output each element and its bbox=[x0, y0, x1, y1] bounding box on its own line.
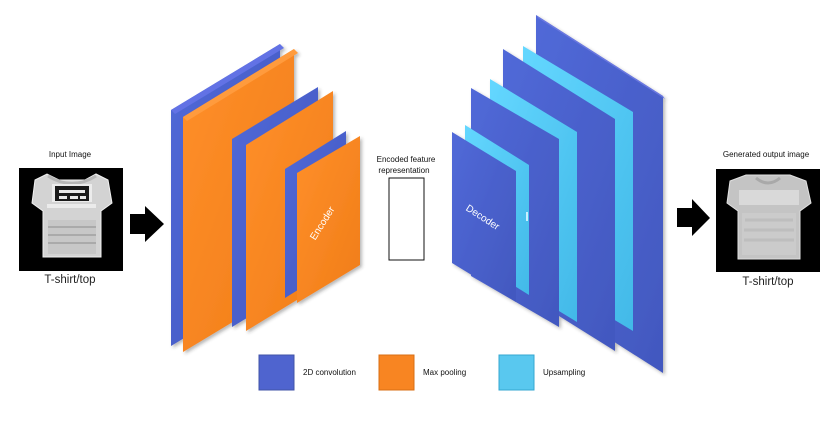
encoder-block bbox=[171, 44, 360, 352]
output-image-title: Generated output image bbox=[723, 150, 810, 159]
encoder-max-pooling-layer-3 bbox=[297, 136, 360, 303]
legend-swatch-convolution bbox=[258, 354, 295, 391]
input-image-caption: T-shirt/top bbox=[44, 274, 95, 286]
legend-label-max-pooling: Max pooling bbox=[423, 368, 466, 377]
encoded-feature-label-line-1: Encoded feature bbox=[377, 155, 436, 164]
encoded-feature-label-line-2: representation bbox=[378, 166, 429, 175]
legend-label-upsampling: Upsampling bbox=[543, 368, 585, 377]
decoder-highlight bbox=[526, 212, 528, 221]
input-image-title: Input Image bbox=[49, 150, 92, 159]
right-arrow-icon bbox=[677, 199, 710, 236]
generated-output-image bbox=[716, 169, 820, 272]
decoder-convolution-layer-3 bbox=[452, 132, 516, 302]
legend-swatch-max-pooling bbox=[378, 354, 415, 391]
legend-label-convolution: 2D convolution bbox=[303, 368, 356, 377]
legend: 2D convolution Max pooling Upsampling bbox=[258, 354, 585, 391]
output-image-caption: T-shirt/top bbox=[742, 276, 793, 288]
input-tshirt-image bbox=[19, 168, 123, 271]
right-arrow-icon bbox=[130, 206, 164, 242]
decoder-block bbox=[452, 15, 665, 373]
encoded-feature-box bbox=[388, 177, 425, 261]
legend-swatch-upsampling bbox=[498, 354, 535, 391]
